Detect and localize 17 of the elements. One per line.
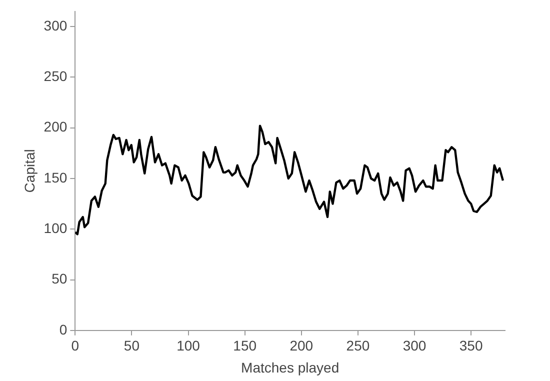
x-axis-title: Matches played	[241, 359, 340, 376]
y-tick-label: 100	[44, 220, 68, 236]
x-tick-label: 300	[402, 338, 426, 354]
x-tick-label: 350	[459, 338, 483, 354]
y-tick-label: 150	[44, 169, 68, 186]
y-tick-label: 300	[44, 17, 68, 34]
x-tick-label: 0	[71, 338, 80, 354]
x-tick-label: 150	[233, 338, 257, 354]
y-tick-label: 250	[44, 68, 68, 84]
y-tick-label: 200	[44, 118, 68, 135]
x-tick-label: 250	[346, 338, 370, 354]
y-axis-title: Capital	[21, 149, 38, 193]
x-tick-label: 50	[124, 338, 140, 354]
x-tick-label: 100	[176, 338, 200, 354]
y-tick-label: 0	[59, 321, 68, 338]
y-tick-label: 50	[52, 270, 68, 287]
x-tick-label: 200	[290, 338, 314, 354]
